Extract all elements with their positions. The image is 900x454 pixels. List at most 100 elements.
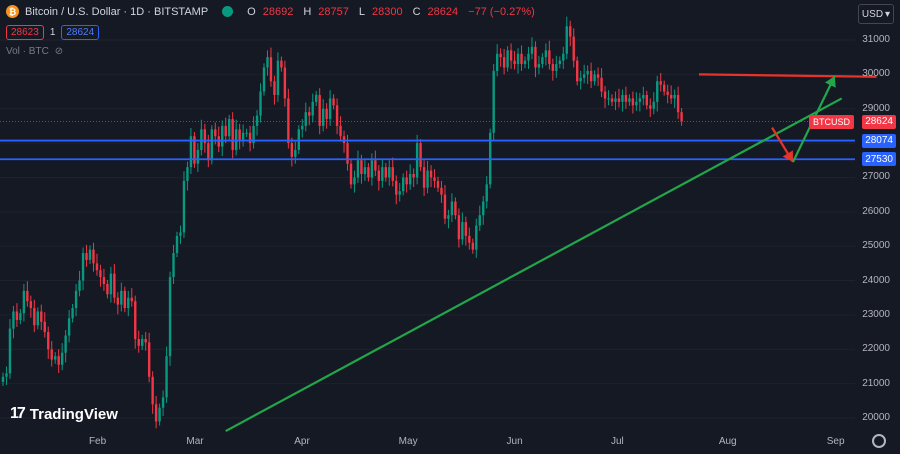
candle [113,264,116,304]
candle-body [388,167,391,178]
candle-body [656,81,659,102]
candle-body [353,177,356,185]
candle-body [266,57,269,68]
candle [499,48,502,67]
candle [12,305,15,339]
candle [276,52,280,102]
candle-body [210,129,213,161]
candle [492,64,495,142]
candle-body [92,249,95,264]
candle-body [551,64,555,71]
candle [262,63,266,96]
candle [680,108,683,126]
support-trendline[interactable] [225,97,843,433]
candle-body [676,94,680,113]
candle-body [356,160,360,178]
y-tick-label: 29000 [862,102,890,114]
candle-body [666,91,669,95]
candle [450,193,454,223]
candle-body [621,94,624,102]
tradingview-logo[interactable]: 17 TradingView [10,405,118,423]
ohlc-low-value: 28300 [372,5,403,18]
candle [433,169,436,188]
ohlc-open-label: O [247,5,256,18]
candle-body [328,98,332,120]
candle [231,112,234,159]
candle [457,208,461,248]
gear-icon[interactable] [872,434,886,448]
candle [523,56,527,69]
candle-body [475,225,478,250]
candle [43,312,46,338]
candle [339,116,342,142]
candle-body [405,177,408,185]
candle-body [221,125,224,147]
candle-body [172,253,175,278]
candle-body [280,60,283,68]
candle [116,292,120,315]
candle [436,176,440,192]
candle-body [67,318,71,336]
candle-body [631,98,635,106]
candle-body [238,129,241,140]
candle-body [74,290,78,309]
candle [663,80,666,96]
candle-body [610,98,614,102]
candle-body [669,94,673,99]
candle-body [628,98,631,102]
candle [478,205,481,232]
candle [673,89,676,109]
volume-label[interactable]: Vol · BTC [6,46,49,57]
candle-body [19,313,22,321]
candle [144,332,147,351]
buy-button[interactable]: 28624 [61,25,100,40]
candle-body [276,60,280,95]
candle-body [523,60,527,65]
candle [99,264,102,287]
candle-body [130,297,133,302]
candle [353,170,356,193]
candle [649,98,652,117]
candle-body [509,50,513,61]
axis-price-tag: 28074 [862,133,896,148]
candle [652,92,655,115]
hide-eye-icon[interactable]: ⊘ [54,46,64,57]
resistance-line[interactable] [698,73,877,78]
candle-body [398,191,401,195]
candle-body [589,70,593,82]
candle [228,114,231,141]
candle-body [154,404,158,422]
currency-selector[interactable]: USD ▾ [858,4,894,24]
candle-body [447,215,450,219]
candle [614,91,617,111]
candle-body [471,242,474,250]
candle-body [120,290,123,305]
x-tick-label: Jul [610,436,624,447]
candle [255,110,259,136]
candle [398,182,401,202]
candle-body [60,352,64,365]
candle [151,371,154,414]
candle [221,120,224,157]
sell-button[interactable]: 28623 [6,25,44,40]
symbol-title[interactable]: Bitcoin / U.S. Dollar · 1D · BITSTAMP [25,5,209,18]
ohlc-close-label: C [412,5,421,18]
candle-body [245,132,248,134]
trade-row: 28623 1 28624 [6,25,100,40]
candle [659,72,662,92]
candle [621,89,624,112]
candle [245,128,248,137]
candle [85,244,88,267]
candle-body [346,143,349,164]
arrow-down[interactable] [771,127,794,163]
candle-body [412,174,415,178]
logo-text: TradingView [29,405,118,423]
candle-body [175,235,179,254]
candle-body [429,170,433,178]
candle-body [134,301,137,339]
candle-body [85,253,88,260]
candle-body [377,170,381,181]
candle [196,143,200,172]
candle-body [520,53,523,65]
